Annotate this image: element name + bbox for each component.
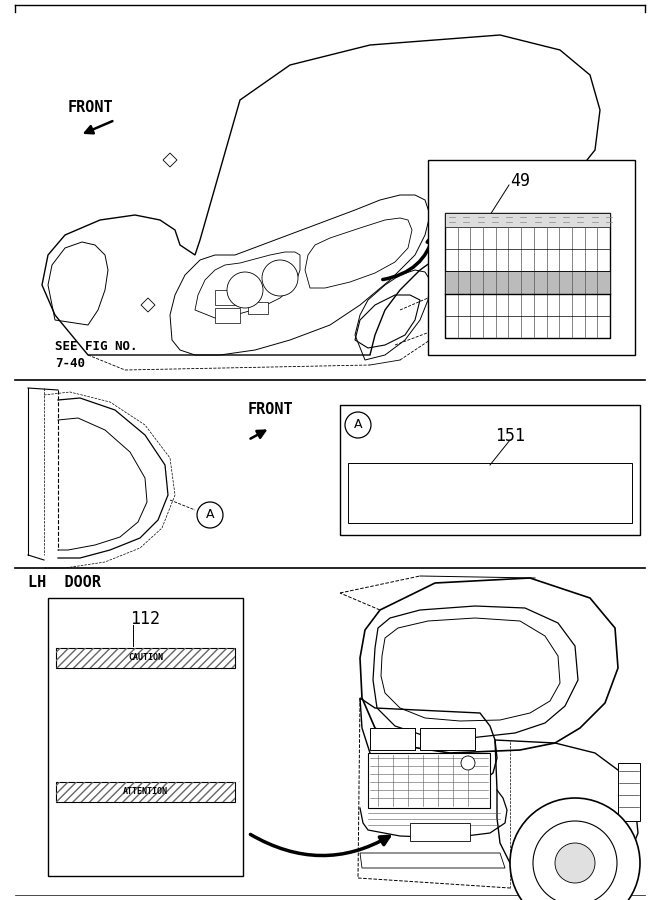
Bar xyxy=(445,213,610,338)
Text: 112: 112 xyxy=(131,610,161,628)
Text: 7-40: 7-40 xyxy=(55,357,85,370)
Bar xyxy=(445,272,610,293)
Bar xyxy=(56,782,235,802)
Circle shape xyxy=(555,843,595,883)
Bar xyxy=(215,308,240,323)
Circle shape xyxy=(262,260,298,296)
Text: 49: 49 xyxy=(510,172,530,190)
Bar xyxy=(56,648,235,668)
Circle shape xyxy=(510,798,640,900)
Bar xyxy=(445,213,610,227)
Text: ATTENTION: ATTENTION xyxy=(123,788,168,796)
Bar xyxy=(215,290,240,305)
Bar xyxy=(340,405,640,535)
Text: FRONT: FRONT xyxy=(68,101,113,115)
Circle shape xyxy=(533,821,617,900)
Bar xyxy=(410,823,470,841)
Text: FRONT: FRONT xyxy=(248,402,293,418)
Bar xyxy=(428,160,635,355)
Text: A: A xyxy=(354,418,362,431)
Bar xyxy=(618,763,640,821)
Text: CAUTION: CAUTION xyxy=(128,653,163,662)
Circle shape xyxy=(461,756,475,770)
Bar xyxy=(370,728,415,750)
Bar xyxy=(56,648,235,668)
Circle shape xyxy=(197,502,223,528)
Text: 151: 151 xyxy=(495,427,525,445)
Bar xyxy=(368,753,490,808)
Bar xyxy=(56,782,235,802)
Circle shape xyxy=(227,272,263,308)
Bar xyxy=(348,463,632,523)
Bar xyxy=(420,728,475,750)
Text: A: A xyxy=(205,508,214,521)
Bar xyxy=(248,302,268,314)
Bar xyxy=(48,598,243,876)
Circle shape xyxy=(345,412,371,438)
Text: LH  DOOR: LH DOOR xyxy=(28,575,101,590)
Text: SEE FIG NO.: SEE FIG NO. xyxy=(55,340,137,353)
